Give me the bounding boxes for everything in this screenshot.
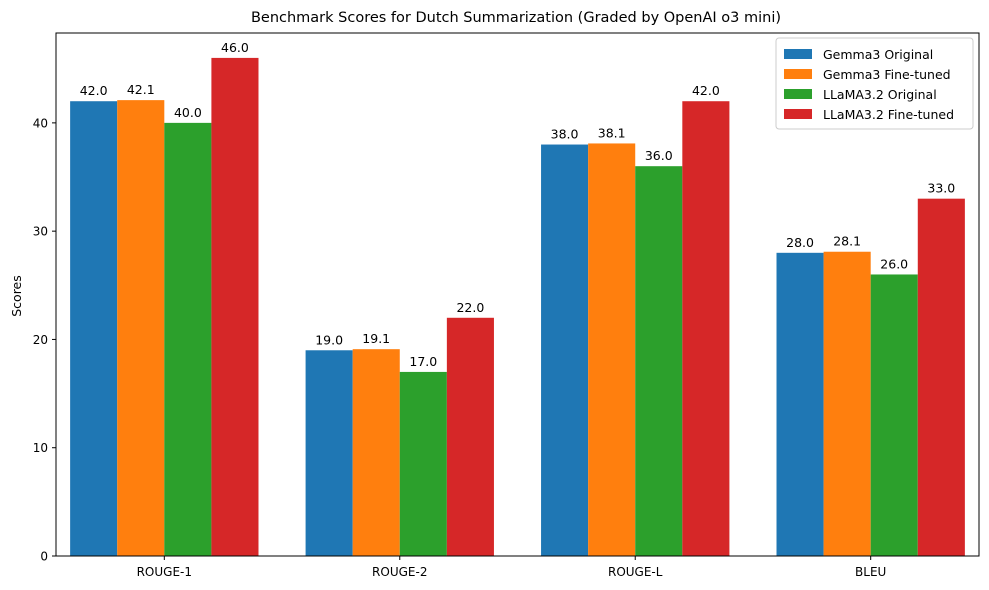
data-label: 42.1 <box>127 82 155 97</box>
legend-swatch <box>784 89 812 99</box>
legend-swatch <box>784 69 812 79</box>
data-label: 33.0 <box>927 181 955 196</box>
data-label: 28.1 <box>833 234 861 249</box>
legend-swatch <box>784 49 812 59</box>
bar <box>117 100 165 556</box>
legend-swatch <box>784 109 812 119</box>
legend-box <box>775 37 974 130</box>
data-label: 42.0 <box>692 83 720 98</box>
legend-entry: LLaMA3.2 Fine-tuned <box>823 107 954 122</box>
y-tick-label: 20 <box>33 333 48 347</box>
y-tick-label: 10 <box>33 441 48 455</box>
legend-entry: LLaMA3.2 Original <box>823 87 937 102</box>
y-axis-label: Scores <box>9 275 24 317</box>
data-label: 26.0 <box>880 256 908 271</box>
legend: Gemma3 Original Gemma3 Fine-tuned LLaMA3.2… <box>775 37 974 130</box>
legend-entry: Gemma3 Original <box>823 47 933 62</box>
y-axis-ticks: 0 10 20 30 40 <box>33 116 56 564</box>
plot-area: 42.0 19.0 38.0 28.0 42.1 19.1 38.1 28.1 40.0 17.0… <box>33 32 980 579</box>
data-label: 38.0 <box>551 127 579 142</box>
series-2: 42.1 19.1 38.1 28.1 <box>117 82 871 557</box>
bar <box>211 57 259 557</box>
bar <box>352 349 400 556</box>
bar <box>164 122 212 557</box>
x-tick-label: ROUGE-L <box>608 565 663 579</box>
bar <box>917 198 965 557</box>
data-label: 40.0 <box>174 105 202 120</box>
bar <box>399 371 447 556</box>
chart-title: Benchmark Scores for Dutch Summarization… <box>251 10 781 26</box>
data-label: 17.0 <box>409 354 437 369</box>
axes-frame <box>55 32 980 557</box>
series-3: 40.0 17.0 36.0 26.0 <box>164 105 918 557</box>
data-label: 19.0 <box>315 332 343 347</box>
data-label: 36.0 <box>645 148 673 163</box>
bar <box>446 317 494 556</box>
y-tick-label: 0 <box>40 550 48 564</box>
legend-entry: Gemma3 Fine-tuned <box>823 67 951 82</box>
bar <box>682 101 730 556</box>
bar <box>635 166 683 556</box>
data-label: 46.0 <box>221 40 249 55</box>
bar <box>588 143 636 556</box>
y-tick-label: 40 <box>33 116 48 130</box>
x-tick-label: ROUGE-2 <box>372 565 427 579</box>
bar <box>541 144 589 556</box>
data-label: 19.1 <box>362 331 390 346</box>
bar <box>305 350 353 556</box>
bar <box>823 251 871 557</box>
bar <box>776 252 824 556</box>
x-tick-label: ROUGE-1 <box>137 565 192 579</box>
series-4: 46.0 22.0 42.0 33.0 <box>211 40 965 557</box>
y-tick-label: 30 <box>33 225 48 239</box>
data-label: 22.0 <box>456 300 484 315</box>
data-label: 42.0 <box>80 83 108 98</box>
series-1: 42.0 19.0 38.0 28.0 <box>70 83 824 556</box>
x-tick-label: BLEU <box>855 565 886 579</box>
x-axis-ticks: ROUGE-1 ROUGE-2 ROUGE-L BLEU <box>137 556 886 579</box>
data-label: 28.0 <box>786 235 814 250</box>
bar <box>870 274 918 556</box>
data-label: 38.1 <box>598 125 626 140</box>
bar <box>70 101 118 556</box>
